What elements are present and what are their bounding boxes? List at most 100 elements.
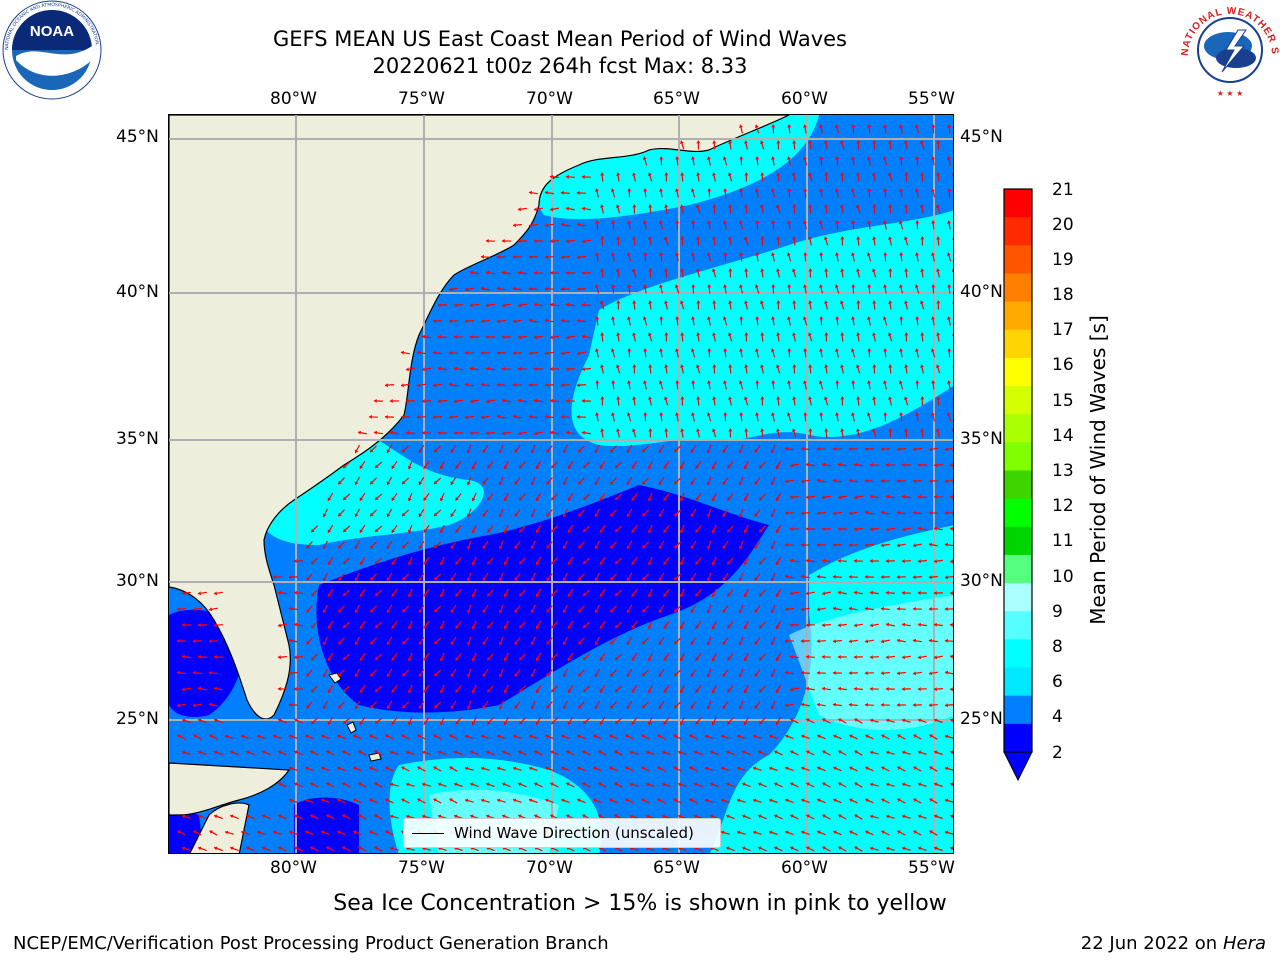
wind-arrow-head	[658, 705, 663, 709]
wind-arrow-head	[918, 782, 922, 787]
wind-arrow-head	[896, 575, 900, 580]
wind-arrow-head	[455, 465, 459, 469]
wind-arrow-head	[805, 526, 809, 531]
wind-arrow-head	[824, 332, 829, 336]
wind-arrow-head	[375, 464, 379, 468]
wind-arrow-head	[936, 268, 940, 272]
wind-arrow-head	[680, 364, 684, 368]
wind-arrow-head	[641, 734, 645, 739]
wind-arrow-head	[801, 479, 805, 484]
wind-arrow-head	[288, 575, 292, 580]
wind-arrow-head	[630, 782, 634, 787]
wind-arrow-head	[437, 430, 441, 435]
wind-arrow-head	[754, 641, 758, 645]
wind-arrow-head	[816, 446, 820, 451]
colorbar-segment	[1004, 217, 1032, 246]
wind-arrow-head	[872, 204, 877, 208]
wind-arrow-head	[848, 478, 852, 483]
wind-arrow-head	[321, 734, 325, 739]
wind-arrow-head	[528, 382, 532, 387]
wind-arrow-head	[358, 846, 362, 850]
wind-arrow-head	[455, 593, 459, 597]
wind-arrow-head	[423, 561, 427, 565]
wind-arrow-head	[787, 348, 792, 352]
wind-arrow-head	[759, 720, 763, 725]
wind-arrow-head	[855, 204, 860, 208]
wind-arrow-head	[566, 335, 570, 340]
wind-arrow-head	[530, 673, 535, 678]
wind-arrow-head	[851, 380, 856, 384]
wind-arrow-head	[294, 782, 298, 787]
wind-arrow-head	[727, 172, 732, 176]
wind-arrow-head	[626, 449, 631, 453]
wind-arrow-head	[471, 593, 476, 598]
wind-arrow-head	[565, 398, 569, 403]
wind-arrow-head	[933, 622, 937, 627]
wind-arrow-head	[689, 766, 693, 770]
wind-arrow-head	[760, 332, 765, 336]
wind-arrow-head	[600, 204, 604, 208]
wind-arrow-head	[870, 494, 874, 499]
wind-arrow-head	[848, 606, 853, 611]
wind-arrow-head	[872, 332, 876, 336]
wind-arrow-head	[288, 671, 292, 676]
wind-arrow-head	[482, 481, 486, 485]
wind-arrow-head	[658, 380, 663, 384]
wind-arrow-head	[792, 300, 797, 304]
wind-arrow-head	[949, 591, 953, 596]
wind-arrow-head	[423, 497, 427, 501]
wind-arrow-head	[595, 380, 600, 384]
wind-arrow-head	[691, 252, 695, 256]
wind-arrow-head	[787, 380, 792, 384]
wind-arrow-head	[501, 238, 505, 243]
wind-arrow-head	[514, 609, 518, 613]
wind-arrow-head	[929, 766, 933, 770]
wind-arrow-head	[512, 351, 516, 356]
wind-arrow-head	[769, 734, 773, 739]
wind-arrow-head	[583, 464, 587, 468]
wind-arrow-head	[423, 625, 427, 629]
wind-arrow-head	[450, 641, 455, 645]
wind-arrow-head	[771, 156, 776, 160]
wind-arrow-head	[899, 412, 904, 416]
wind-arrow-head	[599, 561, 604, 565]
wind-arrow-head	[658, 609, 663, 613]
wind-arrow-head	[856, 140, 861, 144]
colorbar-segment	[1004, 245, 1032, 274]
wind-arrow-head	[739, 124, 743, 128]
wind-arrow-head	[646, 814, 650, 819]
wind-arrow-head	[775, 204, 780, 208]
wind-arrow-head	[754, 545, 758, 549]
wind-arrow-head	[727, 560, 731, 565]
wind-arrow-head	[787, 124, 792, 128]
wind-arrow-head	[453, 334, 457, 339]
wind-arrow-head	[726, 846, 730, 851]
wind-arrow-head	[177, 734, 181, 739]
wind-arrow-head	[807, 332, 812, 336]
wind-arrow-head	[294, 622, 298, 627]
wind-arrow-head	[880, 671, 884, 676]
wind-arrow-head	[353, 734, 357, 739]
footer-date: 22 Jun 2022 on Hera	[1081, 933, 1266, 954]
wind-arrow-head	[615, 496, 619, 500]
wind-arrow-head	[502, 398, 506, 403]
wind-arrow-head	[390, 750, 394, 755]
colorbar-segment	[1004, 667, 1032, 697]
wind-arrow-head	[277, 590, 281, 595]
wind-arrow-head	[738, 481, 743, 486]
wind-arrow-head	[694, 814, 698, 819]
wind-arrow-head	[594, 641, 599, 645]
wind-arrow-head	[551, 560, 555, 565]
wind-arrow-head	[899, 124, 903, 128]
colorbar-tick-label: 19	[1052, 250, 1074, 270]
wind-arrow-head	[913, 734, 917, 738]
wind-arrow-head	[182, 718, 186, 723]
wind-arrow-head	[449, 766, 453, 770]
wind-arrow-head	[934, 814, 938, 819]
wind-arrow-head	[311, 624, 315, 629]
wind-arrow-head	[561, 798, 565, 803]
wind-arrow-head	[610, 544, 614, 549]
wind-arrow-head	[533, 239, 537, 244]
wind-arrow-head	[800, 607, 804, 612]
wind-arrow-head	[551, 496, 555, 501]
